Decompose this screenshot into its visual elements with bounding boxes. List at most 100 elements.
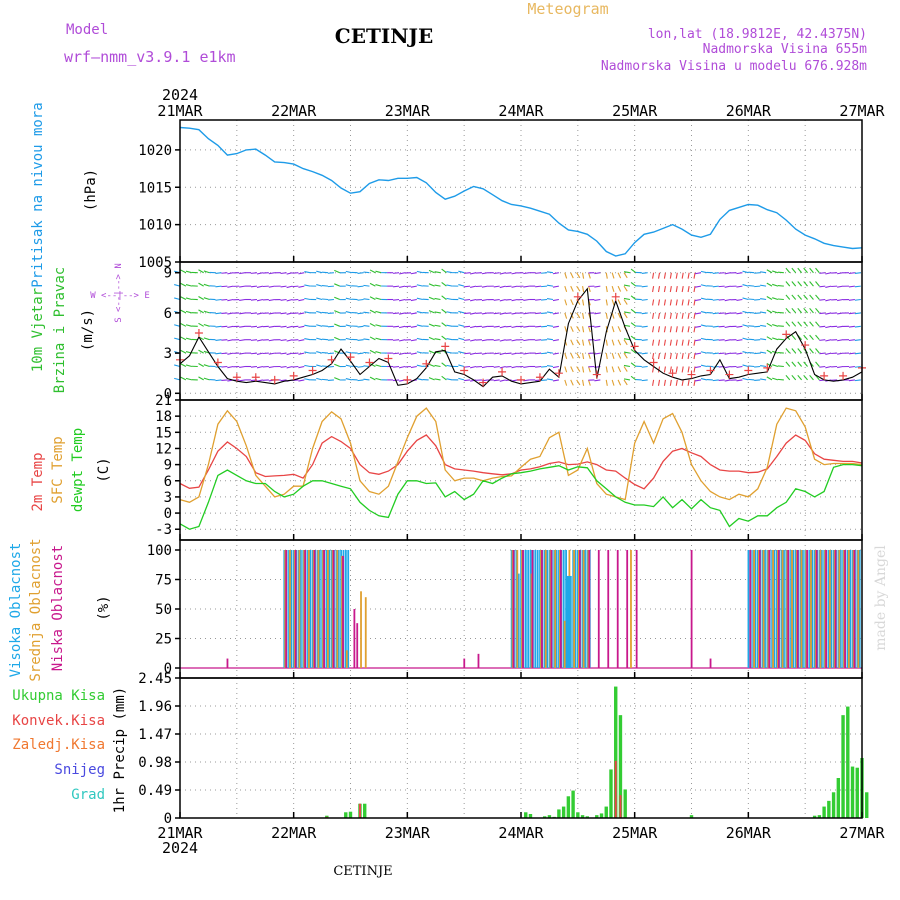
wind-arrow [754, 312, 761, 314]
cloud-bar-cloud_low [332, 550, 335, 668]
wind-arrow [298, 298, 305, 302]
wind-arrow [809, 334, 814, 341]
y-tick-label: 18 [155, 409, 172, 425]
wind-arrow [785, 267, 791, 274]
wind-arrow [499, 272, 506, 275]
wind-arrow [327, 285, 334, 288]
wind-arrow [594, 325, 601, 328]
cloud-bar-cloud_high [577, 550, 579, 668]
wind-arrow [570, 285, 574, 292]
cloud-bar-cloud_mid [317, 550, 320, 668]
cloud-bar-cloud_high [569, 575, 572, 668]
wind-arrow [256, 312, 264, 315]
cloud-bar-cloud_high [344, 550, 347, 668]
wind-arrow [748, 271, 755, 274]
wind-arrow [652, 312, 655, 319]
wind-arrow [712, 379, 719, 382]
wind-arrow [546, 351, 554, 354]
cloud-bar-cloud_high [574, 550, 577, 668]
wind-arrow [458, 310, 465, 314]
wind-arrow [623, 379, 628, 386]
wind-arrow [227, 285, 234, 288]
wind-arrow [681, 379, 684, 386]
wind-arrow [693, 339, 696, 346]
wind-arrow [375, 324, 382, 327]
wind-arrow [623, 299, 628, 305]
wind-arrow [393, 272, 400, 274]
wind-arrow [766, 309, 773, 314]
wind-arrow [227, 365, 234, 369]
wind-arrow [617, 272, 622, 279]
wind-arrow [724, 272, 731, 275]
cloud-bar-cloud_high [311, 550, 314, 668]
cloud-bar-cloud_low [294, 550, 297, 668]
wind-arrow [687, 366, 690, 373]
wind-arrow [393, 365, 400, 368]
wind-arrow [587, 272, 591, 279]
wind-arrow [398, 272, 406, 275]
cloud-bar-cloud_high [747, 550, 750, 668]
wind-arrow [393, 339, 400, 341]
wind-arrow [815, 348, 820, 354]
wind-arrow [652, 353, 655, 360]
wind-arrow [174, 324, 181, 327]
cloud-bar-cloud_high [761, 550, 764, 668]
wind-arrow [180, 376, 187, 381]
cloud-bar-cloud_mid [776, 550, 779, 668]
wind-arrow [203, 377, 210, 381]
wind-arrow [564, 366, 568, 373]
wind-gust-mark [441, 342, 450, 351]
cloud-bar-cloud_high [534, 550, 537, 668]
wind-arrow [292, 339, 299, 341]
wind-arrow [369, 376, 376, 381]
wind-arrow [511, 272, 518, 275]
wind-arrow [766, 269, 773, 274]
wind-arrow [357, 312, 364, 315]
wind-arrow [766, 296, 773, 300]
wind-arrow [854, 325, 861, 328]
wind-arrow [630, 322, 637, 327]
cloud-bar-cloud_high [842, 550, 845, 668]
wind-arrow [316, 377, 323, 381]
wind-arrow [748, 365, 755, 368]
wind-arrow [681, 366, 684, 373]
wind-arrow [797, 281, 803, 287]
wind-arrow [523, 325, 530, 328]
wind-arrow [760, 284, 767, 287]
wind-arrow [227, 339, 234, 342]
wind-arrow [815, 294, 820, 300]
cloud-bar-cloud_mid [521, 550, 523, 668]
wind-arrow [345, 378, 352, 381]
wind-arrow [809, 294, 814, 300]
cloud-bar-cloud_low [550, 550, 553, 668]
wind-arrow [617, 285, 622, 292]
wind-arrow [760, 298, 767, 301]
wind-arrow [541, 365, 548, 368]
cloud-bar-cloud_high [546, 550, 549, 668]
wind-arrow [334, 269, 341, 274]
wind-arrow [837, 339, 844, 342]
cloud-bar-cloud_low [749, 550, 752, 668]
cloud-bar-cloud_high [586, 550, 589, 668]
wind-arrow [657, 272, 661, 279]
wind-arrow [304, 364, 311, 368]
wind-arrow [669, 326, 672, 333]
cloud-bar-cloud_mid [582, 550, 585, 668]
pressure-line [179, 126, 863, 257]
wind-arrow [441, 362, 447, 367]
x-tick-label-top: 25MAR [612, 102, 658, 120]
wind-arrow [511, 312, 518, 315]
cloud-bar-cloud_high [785, 550, 788, 668]
wind-arrow [298, 339, 305, 342]
cloud-bar-cloud_mid [828, 550, 831, 668]
wind-arrow [623, 324, 631, 327]
wind-arrow [239, 285, 246, 288]
wind-arrow [825, 285, 832, 288]
wind-arrow [410, 365, 417, 369]
wind-arrow [505, 379, 512, 381]
wind-arrow [815, 374, 820, 381]
wind-arrow [268, 339, 275, 342]
wind-arrow [458, 297, 465, 301]
cloud-axis-label-2: Srednja Oblacnost [28, 538, 44, 681]
wind-arrow [742, 324, 749, 327]
